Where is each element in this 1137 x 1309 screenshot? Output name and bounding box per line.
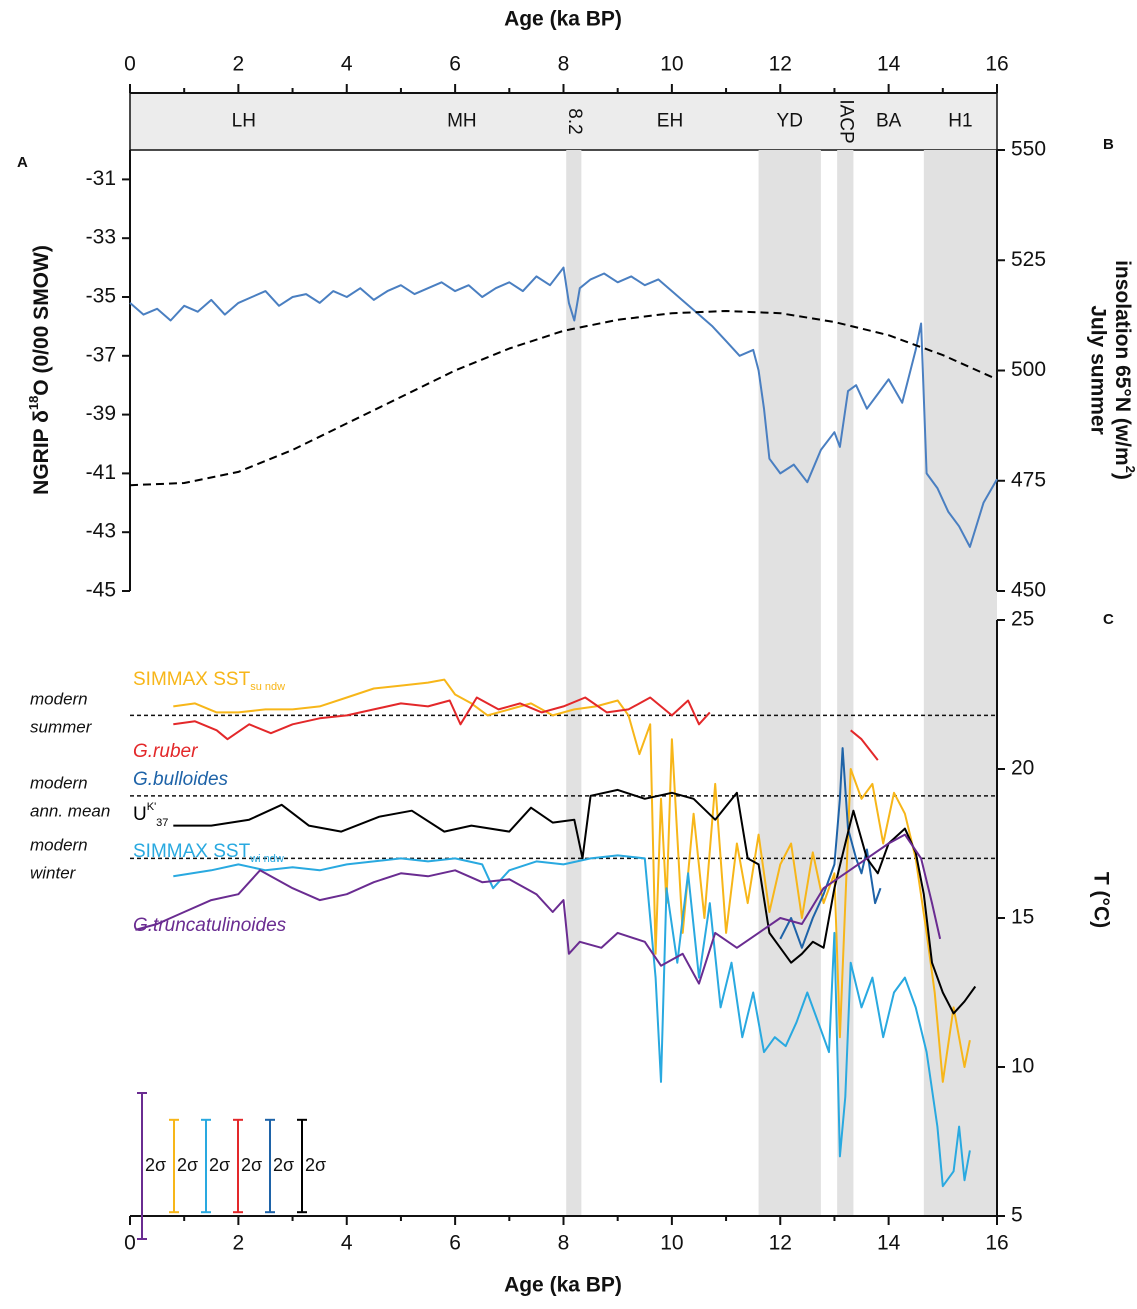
legend-label: SIMMAX SSTsu ndw [133, 669, 285, 693]
period-label: LH [232, 111, 256, 132]
period-label: H1 [948, 111, 972, 132]
x-tick-label: 8 [558, 53, 570, 76]
y-tick-label: 25 [1011, 608, 1034, 631]
period-shade [566, 150, 582, 1216]
legend-name: G.ruber [133, 741, 198, 762]
y-axis-title: T (°C) [1089, 872, 1112, 928]
y2-axis-title: insolation 65°N (w/m2) [1111, 260, 1137, 480]
period-label: EH [657, 111, 683, 132]
x-tick-label: 10 [660, 53, 683, 76]
x-axis-title-top: Age (ka BP) [504, 8, 622, 31]
error-label: 2σ [177, 1155, 198, 1175]
y2-axis-title-part: ) [1111, 473, 1134, 480]
x-tick-label: 16 [985, 1232, 1008, 1255]
error-label: 2σ [273, 1155, 294, 1175]
x-tick-label: 4 [341, 53, 353, 76]
y2-tick-label: 475 [1011, 468, 1046, 491]
y2-tick-label: 500 [1011, 358, 1046, 381]
reference-label: modern [30, 689, 88, 708]
period-label: BA [876, 111, 902, 132]
x-tick-label: 12 [769, 1232, 792, 1255]
error-label: 2σ [145, 1155, 166, 1175]
legend-name: G.bulloides [133, 769, 229, 790]
y-axis-title-part: O (0/00 SMOW) [30, 245, 53, 396]
error-label: 2σ [305, 1155, 326, 1175]
legend-name: SIMMAX SST [133, 841, 251, 862]
x-tick-label: 14 [877, 53, 901, 76]
error-label: 2σ [241, 1155, 262, 1175]
y-tick-label: 5 [1011, 1204, 1023, 1227]
y2-axis-title-part: insolation 65°N (w/m [1111, 260, 1134, 466]
legend-name: G.truncatulinoides [133, 915, 287, 936]
error-label: 2σ [209, 1155, 230, 1175]
period-label: 8.2 [564, 108, 585, 134]
period-label: IACP [835, 99, 856, 143]
data-line [135, 833, 942, 985]
legend-sub: 37 [156, 817, 168, 829]
period-shade [758, 150, 821, 1216]
y-axis-title-part: 18 [26, 396, 41, 410]
y-tick-label: -31 [86, 167, 116, 190]
legend-sup: K' [147, 801, 156, 813]
y2-tick-label: 450 [1011, 579, 1046, 602]
x-tick-label: 0 [124, 53, 136, 76]
x-tick-label: 16 [985, 53, 1008, 76]
y2-tick-label: 525 [1011, 248, 1046, 271]
data-line [129, 266, 998, 548]
x-tick-label: 4 [341, 1232, 353, 1255]
reference-label: modern [30, 773, 88, 792]
panel-label: C [1103, 611, 1114, 628]
x-tick-label: 2 [233, 53, 245, 76]
y2-tick-label: 550 [1011, 138, 1046, 161]
y-tick-label: -37 [86, 343, 116, 366]
x-tick-label: 0 [124, 1232, 136, 1255]
y-axis-title-part: NGRIP δ [30, 410, 53, 495]
x-tick-label: 6 [449, 1232, 461, 1255]
y-tick-label: -45 [86, 579, 116, 602]
legend-name: U [133, 804, 147, 825]
y-tick-label: -43 [86, 520, 116, 543]
y-tick-label: -41 [86, 461, 116, 484]
x-tick-label: 6 [449, 53, 461, 76]
reference-label: summer [30, 717, 93, 736]
period-label: YD [777, 111, 803, 132]
y-tick-label: 10 [1011, 1055, 1034, 1078]
period-shade [923, 150, 997, 1216]
panel-label: B [1103, 136, 1114, 153]
period-label: MH [447, 111, 477, 132]
x-tick-label: 14 [877, 1232, 901, 1255]
y-tick-label: -35 [86, 285, 116, 308]
y-tick-label: -33 [86, 226, 116, 249]
x-tick-label: 10 [660, 1232, 683, 1255]
legend-label: G.ruber [133, 741, 198, 762]
legend-label: G.bulloides [133, 769, 229, 790]
x-tick-label: 2 [233, 1232, 245, 1255]
panel-label: A [17, 154, 28, 171]
y2-axis-title: July summer [1086, 305, 1109, 435]
y2-axis-title-part: 2 [1123, 466, 1137, 473]
data-line [173, 696, 879, 761]
y-tick-label: 20 [1011, 757, 1034, 780]
data-line [129, 310, 998, 487]
legend-label: G.truncatulinoides [133, 915, 287, 936]
x-tick-label: 12 [769, 53, 792, 76]
period-band-strip [129, 92, 998, 151]
reference-label: winter [30, 863, 77, 882]
data-line [173, 854, 971, 1188]
y-axis-title: NGRIP δ18O (0/00 SMOW) [26, 245, 52, 495]
legend-label: SIMMAX SSTwi ndw [133, 841, 284, 865]
legend-label: UK'37 [133, 801, 168, 829]
reference-label: ann. mean [30, 801, 110, 820]
y-tick-label: 15 [1011, 906, 1034, 929]
x-tick-label: 8 [558, 1232, 570, 1255]
x-axis-title-bottom: Age (ka BP) [504, 1274, 622, 1297]
data-line [173, 788, 977, 1015]
legend-name: SIMMAX SST [133, 669, 251, 690]
period-shade [837, 150, 854, 1216]
legend-sub: wi ndw [249, 853, 284, 865]
legend-sub: su ndw [250, 681, 285, 693]
y-tick-label: -39 [86, 402, 116, 425]
reference-label: modern [30, 835, 88, 854]
